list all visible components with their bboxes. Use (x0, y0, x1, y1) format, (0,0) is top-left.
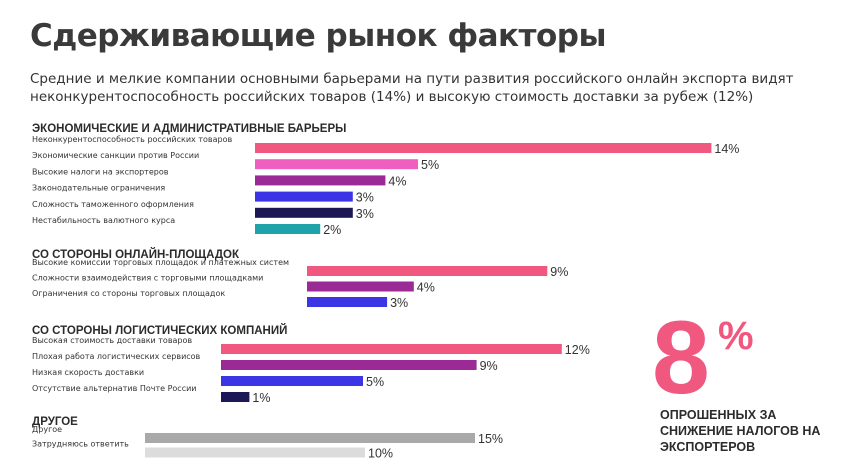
bar (255, 175, 386, 186)
page-title: Сдерживающие рынок факторы (30, 18, 607, 54)
bar (307, 297, 388, 307)
value-label: 4% (417, 281, 435, 295)
value-label: 3% (356, 207, 374, 221)
value-label: 9% (480, 359, 498, 373)
value-label: 2% (323, 223, 341, 237)
page-subtitle: Средние и мелкие компании основными барь… (30, 71, 794, 105)
bar (307, 266, 548, 276)
bar (221, 392, 250, 402)
value-label: 12% (565, 343, 590, 357)
bar-label: Высокая стоимость доставки товаров (32, 336, 192, 345)
bar (255, 159, 418, 170)
bar (255, 191, 353, 202)
value-label: 1% (252, 391, 270, 405)
value-label: 3% (390, 296, 408, 310)
bar-label: Высокие налоги на экспортеров (32, 167, 169, 176)
bar-label: Экономические санкции против России (32, 151, 199, 160)
group-header: ЭКОНОМИЧЕСКИЕ И АДМИНИСТРАТИВНЫЕ БАРЬЕРЫ (32, 123, 346, 135)
bar-label: Законодательные ограничения (32, 184, 165, 193)
bar-label: Высокие комиссии торговых площадок и пла… (32, 258, 289, 267)
bar (255, 207, 353, 218)
bar (307, 281, 414, 292)
bar-label: Отсутствие альтернатив Почте России (32, 384, 197, 393)
bar-label: Плохая работа логистических сервисов (32, 352, 201, 361)
bar (255, 224, 321, 234)
value-label: 14% (714, 142, 739, 156)
value-label: 15% (478, 432, 503, 446)
bar (221, 376, 363, 386)
bar (145, 447, 365, 458)
group-header: ДРУГОЕ (32, 416, 78, 428)
value-label: 3% (356, 191, 374, 205)
value-label: 10% (368, 447, 393, 461)
value-label: 9% (550, 265, 568, 279)
bar (145, 433, 475, 443)
bar-label: Низкая скорость доставки (32, 368, 144, 377)
bar-label: Сложность таможенного оформления (32, 200, 194, 209)
callout-text: опрошенных за снижение налогов на экспор… (660, 408, 821, 454)
bar-label: Затрудняюсь ответить (32, 440, 129, 449)
value-label: 5% (366, 375, 384, 389)
bar-label: Нестабильность валютного курса (32, 216, 175, 225)
group-header: СО СТОРОНЫ ЛОГИСТИЧЕСКИХ КОМПАНИЙ (32, 324, 287, 337)
bar-label: Другое (32, 425, 62, 434)
bar (221, 360, 477, 370)
callout-value: 8 (652, 300, 710, 416)
bar-label: Неконкурентоспособность российских товар… (32, 135, 232, 144)
group-header: СО СТОРОНЫ ОНЛАЙН-ПЛОЩАДОК (32, 248, 240, 261)
bar (221, 344, 562, 354)
bar-label: Ограничения со стороны торговых площадок (32, 289, 225, 298)
value-label: 5% (421, 158, 439, 172)
bar (255, 143, 712, 153)
callout-unit: % (718, 314, 754, 358)
value-label: 4% (388, 174, 406, 188)
bar-label: Сложности взаимодействия с торговыми пло… (32, 274, 263, 283)
